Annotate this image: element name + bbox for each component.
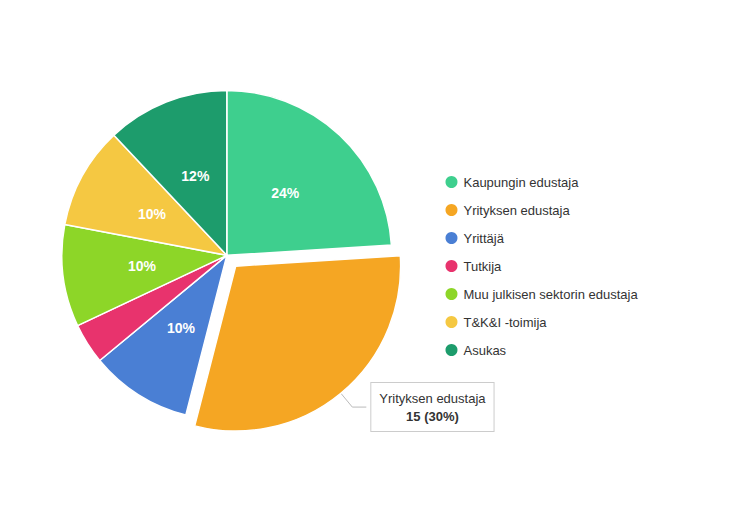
svg-text:Yrittäjä: Yrittäjä [463,231,504,246]
svg-text:Asukas: Asukas [463,343,506,358]
svg-text:Tutkija: Tutkija [463,259,502,274]
svg-text:10%: 10% [138,206,167,222]
svg-text:10%: 10% [167,320,196,336]
svg-text:Yrityksen edustaja: Yrityksen edustaja [463,203,570,218]
svg-text:15 (30%): 15 (30%) [406,409,459,424]
svg-text:Kaupungin edustaja: Kaupungin edustaja [463,175,579,190]
svg-text:10%: 10% [128,258,157,274]
svg-text:Yrityksen edustaja: Yrityksen edustaja [379,391,486,406]
svg-text:Muu julkisen sektorin edustaja: Muu julkisen sektorin edustaja [463,287,638,302]
svg-text:24%: 24% [271,185,300,201]
svg-text:T&K&I -toimija: T&K&I -toimija [463,315,547,330]
svg-text:12%: 12% [181,168,210,184]
